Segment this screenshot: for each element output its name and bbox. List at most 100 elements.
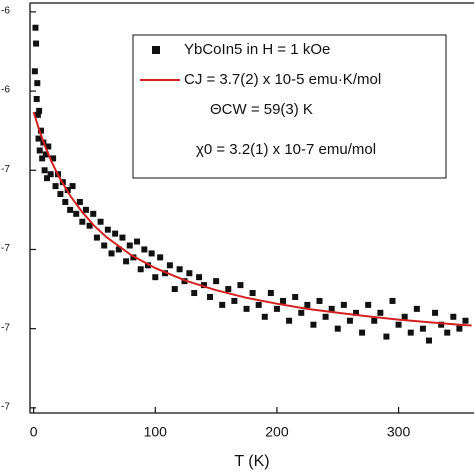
data-point	[200, 282, 207, 289]
data-point	[353, 309, 360, 316]
data-point	[148, 250, 155, 257]
data-point	[267, 290, 274, 297]
data-point	[219, 301, 226, 308]
data-point	[171, 286, 178, 293]
data-point	[67, 206, 74, 213]
data-point	[237, 282, 244, 289]
data-point	[32, 24, 39, 31]
data-point	[50, 155, 57, 162]
data-point	[36, 107, 43, 114]
data-point	[44, 175, 51, 182]
data-point	[273, 305, 280, 312]
data-point	[93, 234, 100, 241]
data-point	[438, 321, 445, 328]
data-point	[231, 297, 238, 304]
data-point	[261, 313, 268, 320]
fit-line	[32, 111, 472, 327]
data-point	[47, 171, 54, 178]
data-point	[31, 68, 38, 75]
data-point	[39, 155, 46, 162]
data-point	[462, 317, 469, 324]
data-point	[249, 290, 256, 297]
data-point	[280, 297, 287, 304]
data-point	[328, 305, 335, 312]
data-point	[286, 317, 293, 324]
x-tick-label: 100	[144, 424, 168, 440]
data-point	[322, 313, 329, 320]
data-point	[365, 301, 372, 308]
x-tick-label: 200	[265, 424, 289, 440]
data-point	[79, 218, 86, 225]
x-tick-label: 300	[387, 424, 411, 440]
data-point	[346, 317, 353, 324]
data-point	[37, 127, 44, 134]
data-point	[101, 242, 108, 249]
y-tick-label: -6	[1, 6, 10, 17]
data-point	[340, 301, 347, 308]
data-point	[112, 230, 119, 237]
data-point	[207, 293, 214, 300]
data-point	[126, 242, 133, 249]
y-tick-label: -7	[1, 164, 10, 175]
data-point	[62, 198, 69, 205]
data-point	[34, 111, 41, 118]
data-point	[141, 246, 148, 253]
data-point	[213, 278, 220, 285]
data-point	[157, 254, 164, 261]
data-point	[243, 305, 250, 312]
legend-marker	[152, 46, 160, 54]
data-point	[152, 274, 159, 281]
data-point	[225, 286, 232, 293]
data-point	[389, 297, 396, 304]
data-point	[304, 301, 311, 308]
annotation: χ0 = 3.2(1) x 10-7 emu/mol	[196, 141, 376, 158]
data-point	[119, 234, 126, 241]
legend-label: YbCoIn5 in H = 1 kOe	[184, 41, 330, 58]
data-point	[450, 313, 457, 320]
y-tick-label: -7	[1, 243, 10, 254]
data-point	[186, 270, 193, 277]
legend-label: CJ = 3.7(2) x 10-5 emu·K/mol	[184, 71, 381, 88]
data-point	[33, 40, 40, 47]
data-point	[413, 305, 420, 312]
data-point	[292, 293, 299, 300]
data-point	[407, 329, 414, 336]
data-point	[82, 206, 89, 213]
data-point	[86, 222, 93, 229]
data-point	[76, 198, 83, 205]
data-point	[104, 226, 111, 233]
data-point	[255, 301, 262, 308]
y-tick-label: -7	[1, 401, 10, 412]
y-tick-label: -6	[1, 85, 10, 96]
data-point	[419, 325, 426, 332]
data-point	[359, 329, 366, 336]
data-point	[115, 246, 122, 253]
x-axis-label: T (K)	[234, 453, 269, 470]
data-point	[73, 210, 80, 217]
data-point	[52, 183, 59, 190]
data-point	[41, 167, 48, 174]
data-point	[377, 309, 384, 316]
data-point	[57, 191, 64, 198]
data-point	[166, 262, 173, 269]
data-point	[162, 270, 169, 277]
data-point	[371, 317, 378, 324]
data-point	[97, 218, 104, 225]
data-point	[316, 297, 323, 304]
y-tick-label: -7	[1, 322, 10, 333]
data-point	[432, 309, 439, 316]
data-point	[90, 210, 97, 217]
data-point	[42, 151, 49, 158]
data-point	[36, 147, 43, 154]
data-point	[123, 258, 130, 265]
data-point	[298, 309, 305, 316]
data-point	[334, 325, 341, 332]
data-point	[69, 183, 76, 190]
data-point	[35, 135, 42, 142]
x-tick-label: 0	[30, 424, 38, 440]
legend-box	[132, 34, 447, 179]
data-point	[196, 274, 203, 281]
data-point	[456, 325, 463, 332]
data-point	[144, 262, 151, 269]
data-point	[444, 329, 451, 336]
